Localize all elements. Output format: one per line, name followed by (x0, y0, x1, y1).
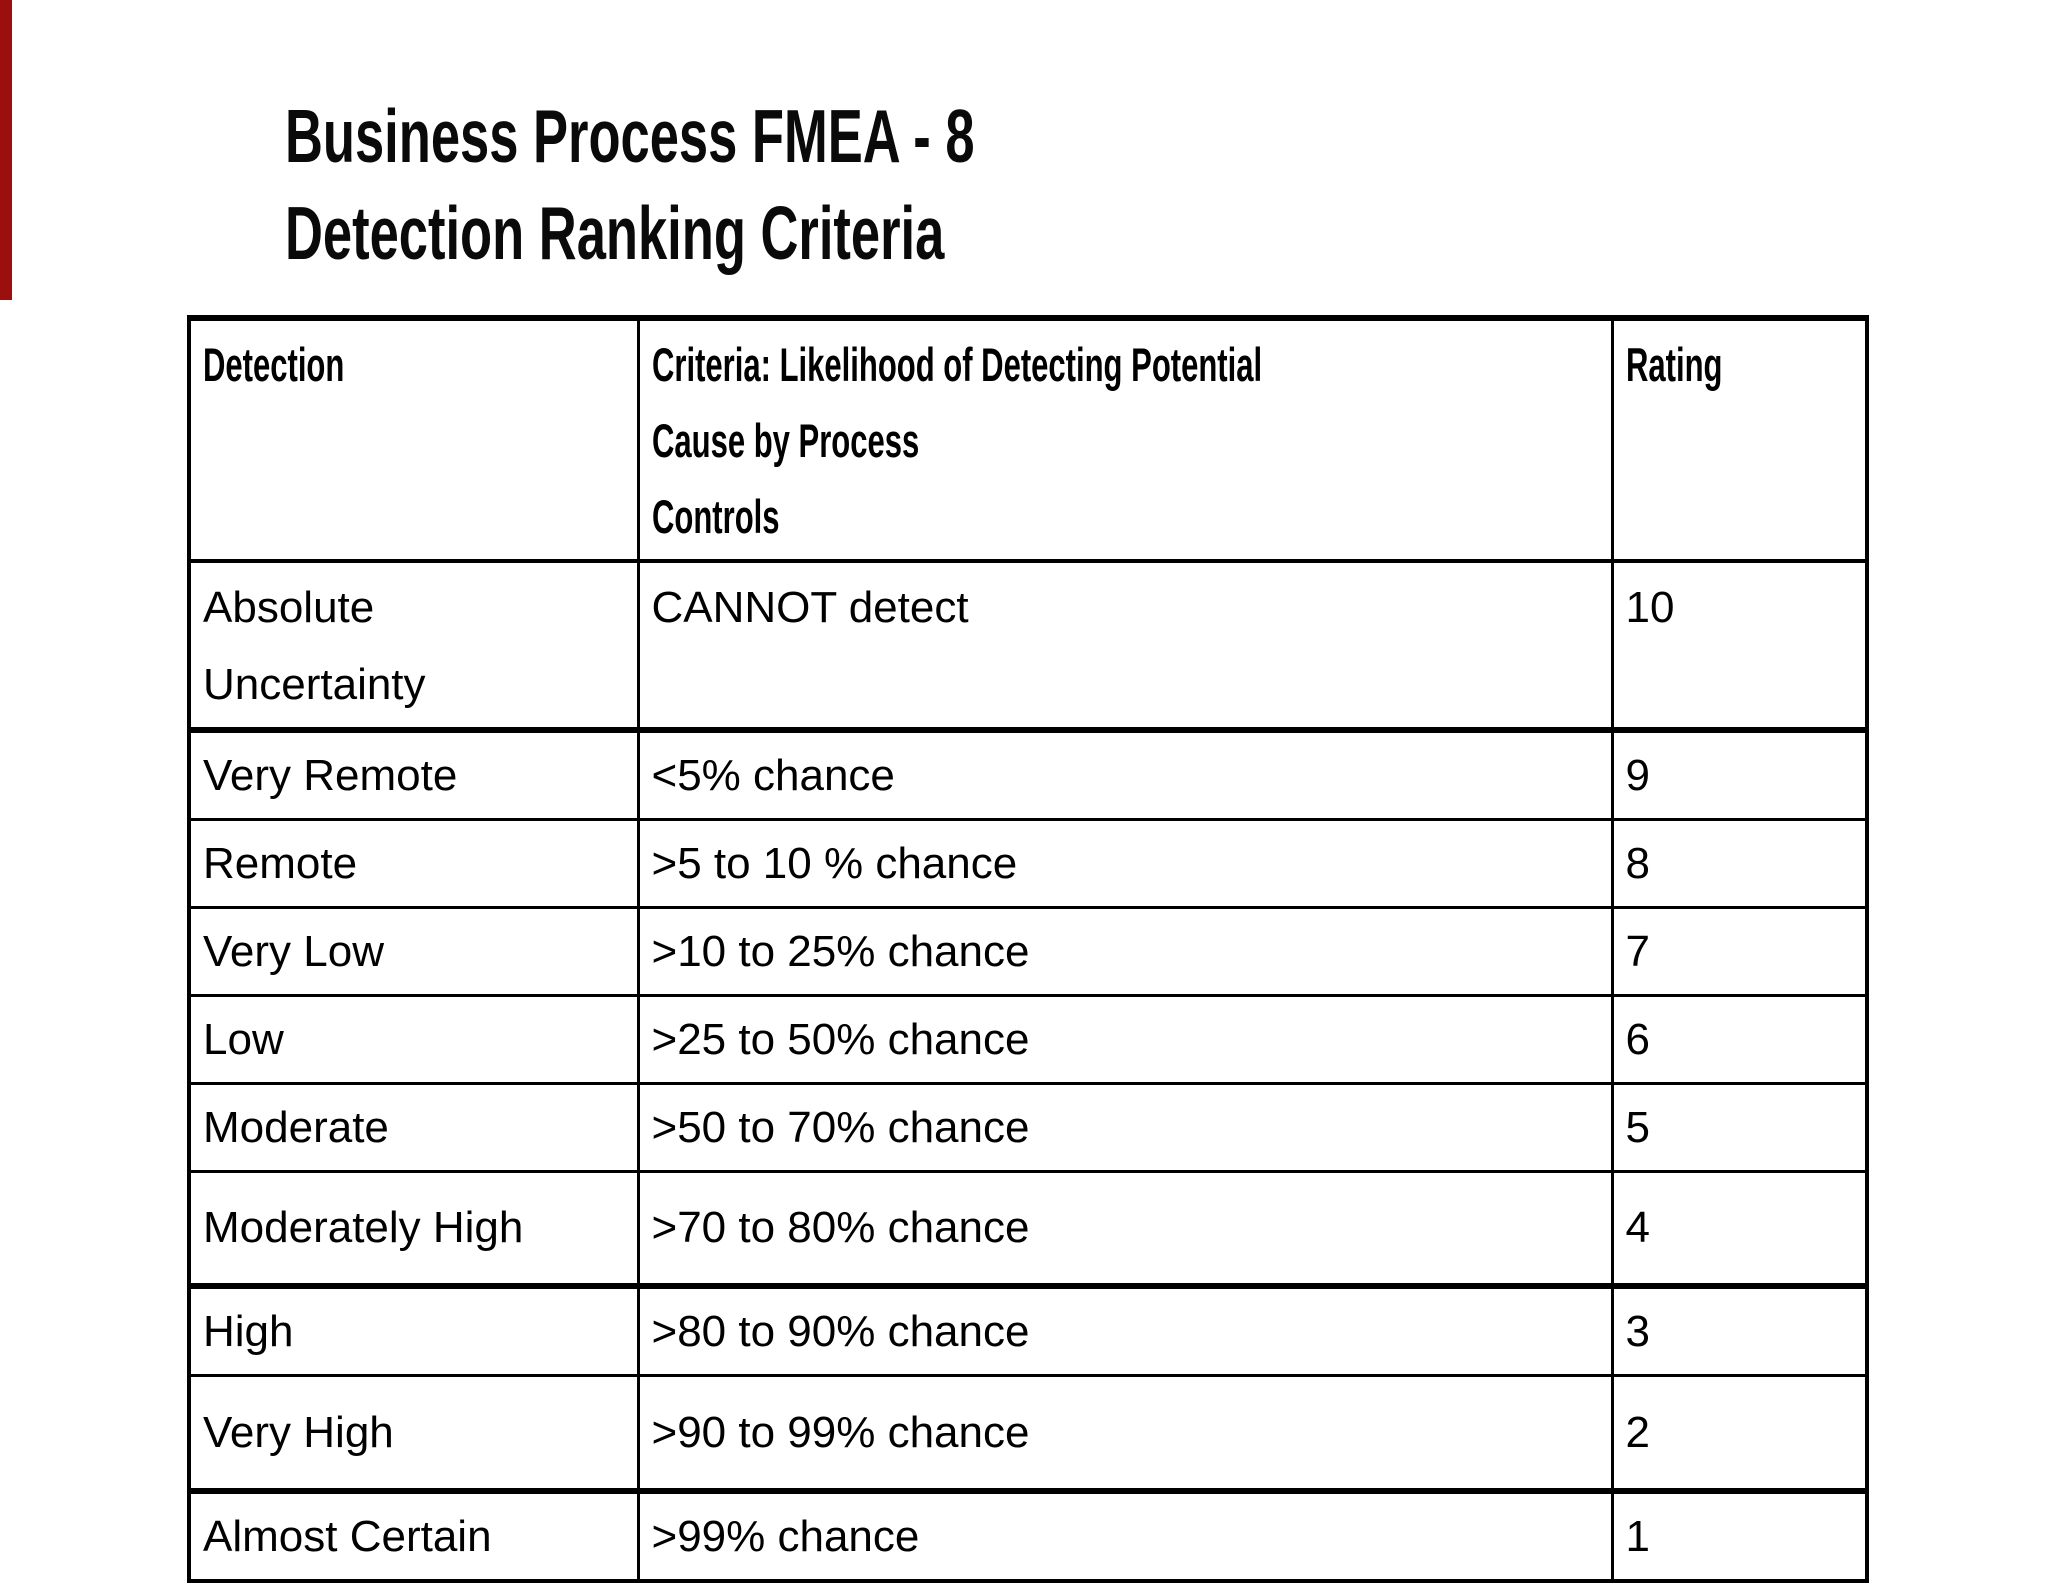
table-row: Very Remote <5% chance 9 (187, 727, 1869, 821)
slide-page: Business Process FMEA - 8 Detection Rank… (0, 0, 1869, 1583)
header-label: Criteria: Likelihood of Detecting Potent… (652, 327, 1280, 555)
header-cell-1: Criteria: Likelihood of Detecting Potent… (636, 316, 1614, 563)
table-row: Absolute Uncertainty CANNOT detect 10 (187, 559, 1869, 732)
slide-title-line1: Business Process FMEA - 8 (285, 94, 975, 178)
cell-line: Absolute (203, 583, 375, 632)
detection-cell: Moderate (187, 1082, 640, 1173)
header-cell-2: Rating (1610, 316, 1869, 563)
rating-cell: 9 (1610, 727, 1869, 821)
detection-cell: Very High (187, 1373, 640, 1493)
cell-line: Rating (1625, 338, 1723, 391)
rating-cell: 6 (1610, 994, 1869, 1085)
header-label: Detection (203, 327, 484, 403)
table-row: High >80 to 90% chance 3 (187, 1282, 1869, 1377)
detection-cell: Absolute Uncertainty (187, 559, 640, 732)
detection-cell: Low (187, 994, 640, 1085)
table-header-row: Detection Criteria: Likelihood of Detecti… (187, 316, 1869, 563)
criteria-cell: >70 to 80% chance (636, 1170, 1614, 1287)
rating-cell: 10 (1610, 559, 1869, 732)
criteria-cell: >5 to 10 % chance (636, 818, 1614, 909)
table-row: Very High >90 to 99% chance 2 (187, 1373, 1869, 1493)
detection-cell: Very Low (187, 906, 640, 997)
header-row: Detection Criteria: Likelihood of Detecti… (187, 316, 1869, 563)
rating-cell: 7 (1610, 906, 1869, 997)
slide-title-line2: Detection Ranking Criteria (285, 191, 945, 275)
table-row: Moderate >50 to 70% chance 5 (187, 1082, 1869, 1173)
table-row: Moderately High >70 to 80% chance 4 (187, 1170, 1869, 1287)
slide-title: Business Process FMEA - 8 Detection Rank… (285, 88, 1270, 282)
criteria-cell: >90 to 99% chance (636, 1373, 1614, 1493)
cell-line: Cause by Process (651, 414, 919, 467)
table-body: Absolute Uncertainty CANNOT detect 10 Very R… (187, 559, 1869, 1583)
cell-line: Uncertainty (203, 660, 426, 709)
rating-cell: 3 (1610, 1282, 1869, 1377)
rating-cell: 2 (1610, 1373, 1869, 1493)
detection-ranking-table: Detection Criteria: Likelihood of Detecti… (187, 315, 1869, 1583)
criteria-cell: >10 to 25% chance (636, 906, 1614, 997)
header-cell-0: Detection (187, 316, 640, 563)
header-label: Rating (1626, 327, 1779, 403)
cell-line: Controls (651, 490, 780, 543)
criteria-cell: CANNOT detect (636, 559, 1614, 732)
cell-line: Detection (203, 338, 345, 391)
cell-line: Criteria: Likelihood of Detecting Potent… (651, 338, 1262, 391)
criteria-cell: >25 to 50% chance (636, 994, 1614, 1085)
detection-cell: Almost Certain (187, 1488, 640, 1583)
criteria-cell: >99% chance (636, 1488, 1614, 1583)
detection-cell: Remote (187, 818, 640, 909)
detection-cell: High (187, 1282, 640, 1377)
rating-cell: 4 (1610, 1170, 1869, 1287)
table-row: Low >25 to 50% chance 6 (187, 994, 1869, 1085)
detection-cell: Moderately High (187, 1170, 640, 1287)
criteria-cell: >50 to 70% chance (636, 1082, 1614, 1173)
left-accent-bar (0, 0, 12, 300)
table-row: Remote >5 to 10 % chance 8 (187, 818, 1869, 909)
criteria-cell: <5% chance (636, 727, 1614, 821)
table-row: Very Low >10 to 25% chance 7 (187, 906, 1869, 997)
rating-cell: 8 (1610, 818, 1869, 909)
rating-cell: 1 (1610, 1488, 1869, 1583)
detection-cell: Very Remote (187, 727, 640, 821)
criteria-cell: >80 to 90% chance (636, 1282, 1614, 1377)
rating-cell: 5 (1610, 1082, 1869, 1173)
table-row: Almost Certain >99% chance 1 (187, 1488, 1869, 1583)
